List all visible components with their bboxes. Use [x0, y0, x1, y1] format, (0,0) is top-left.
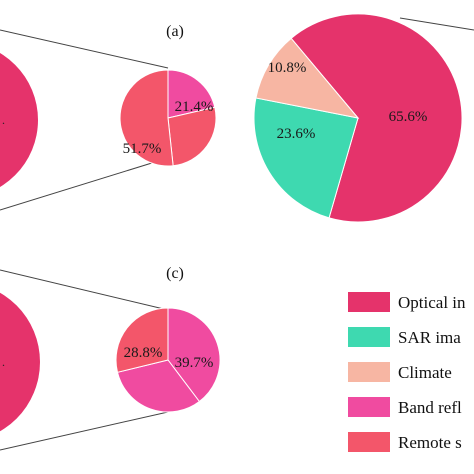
- panel-a-label-remote: 51.7%: [123, 141, 162, 157]
- panel-c-middle-pie-slice-0: [167, 307, 221, 403]
- panel-a-left-pie-slice: [0, 53, 38, 187]
- panel-c-left-pie-dot: .: [2, 355, 5, 369]
- panel-a-connector-top-right: [399, 17, 474, 31]
- panel-a-middle-pie-slice-1: [167, 106, 217, 167]
- panel-c-middle-pie: [115, 307, 221, 413]
- legend-swatch-sar: [348, 327, 390, 347]
- legend: Optical in SAR ima Climate Band refl Remote …: [348, 292, 466, 452]
- panel-a-label-climate: 10.8%: [268, 60, 307, 76]
- panel-a-middle-pie-slice-0: [167, 69, 216, 119]
- panel-a-left-pie-dot: .: [2, 113, 5, 127]
- legend-swatch-climate: [348, 362, 390, 382]
- panel-c: (c) . 39.7% 28.8%: [0, 265, 221, 451]
- panel-a-middle-pie: [119, 69, 217, 167]
- panel-c-middle-pie-slice-2: [115, 307, 169, 373]
- legend-swatch-band: [348, 397, 390, 417]
- panel-c-label-band: 39.7%: [175, 355, 214, 371]
- panel-a-middle-pie-slice-2: [119, 69, 174, 167]
- panel-a: (a) . 21.4% 51.7% 65.6% 23.6% 10.8%: [0, 13, 474, 223]
- legend-label-band: Band refl: [398, 398, 462, 417]
- panel-a-label-optical: 65.6%: [389, 109, 428, 125]
- panel-c-left-pie-slice: [0, 292, 40, 432]
- panel-a-connector-bottom-left: [0, 157, 169, 211]
- legend-label-optical: Optical in: [398, 293, 466, 312]
- panel-a-right-pie: [253, 13, 463, 223]
- legend-swatch-remote: [348, 432, 390, 452]
- panel-a-right-pie-slice-1: [253, 97, 359, 219]
- panel-c-middle-pie-slice-1: [116, 359, 201, 413]
- panel-a-connector-top-left: [0, 29, 169, 69]
- legend-swatch-optical: [348, 292, 390, 312]
- legend-label-sar: SAR ima: [398, 328, 461, 347]
- panel-a-label-sar: 23.6%: [277, 126, 316, 142]
- panel-a-title: (a): [166, 23, 184, 40]
- legend-label-remote: Remote s: [398, 433, 462, 452]
- panel-a-right-pie-slice-2: [255, 37, 360, 119]
- panel-a-right-pie-slice-0: [290, 13, 463, 223]
- panel-c-label-remote: 28.8%: [124, 345, 163, 361]
- panel-c-title: (c): [166, 265, 184, 282]
- panel-a-label-band: 21.4%: [175, 99, 214, 115]
- legend-label-climate: Climate: [398, 363, 452, 382]
- panel-c-connector-top-left: [0, 269, 169, 311]
- panel-c-connector-bottom-left: [0, 411, 169, 451]
